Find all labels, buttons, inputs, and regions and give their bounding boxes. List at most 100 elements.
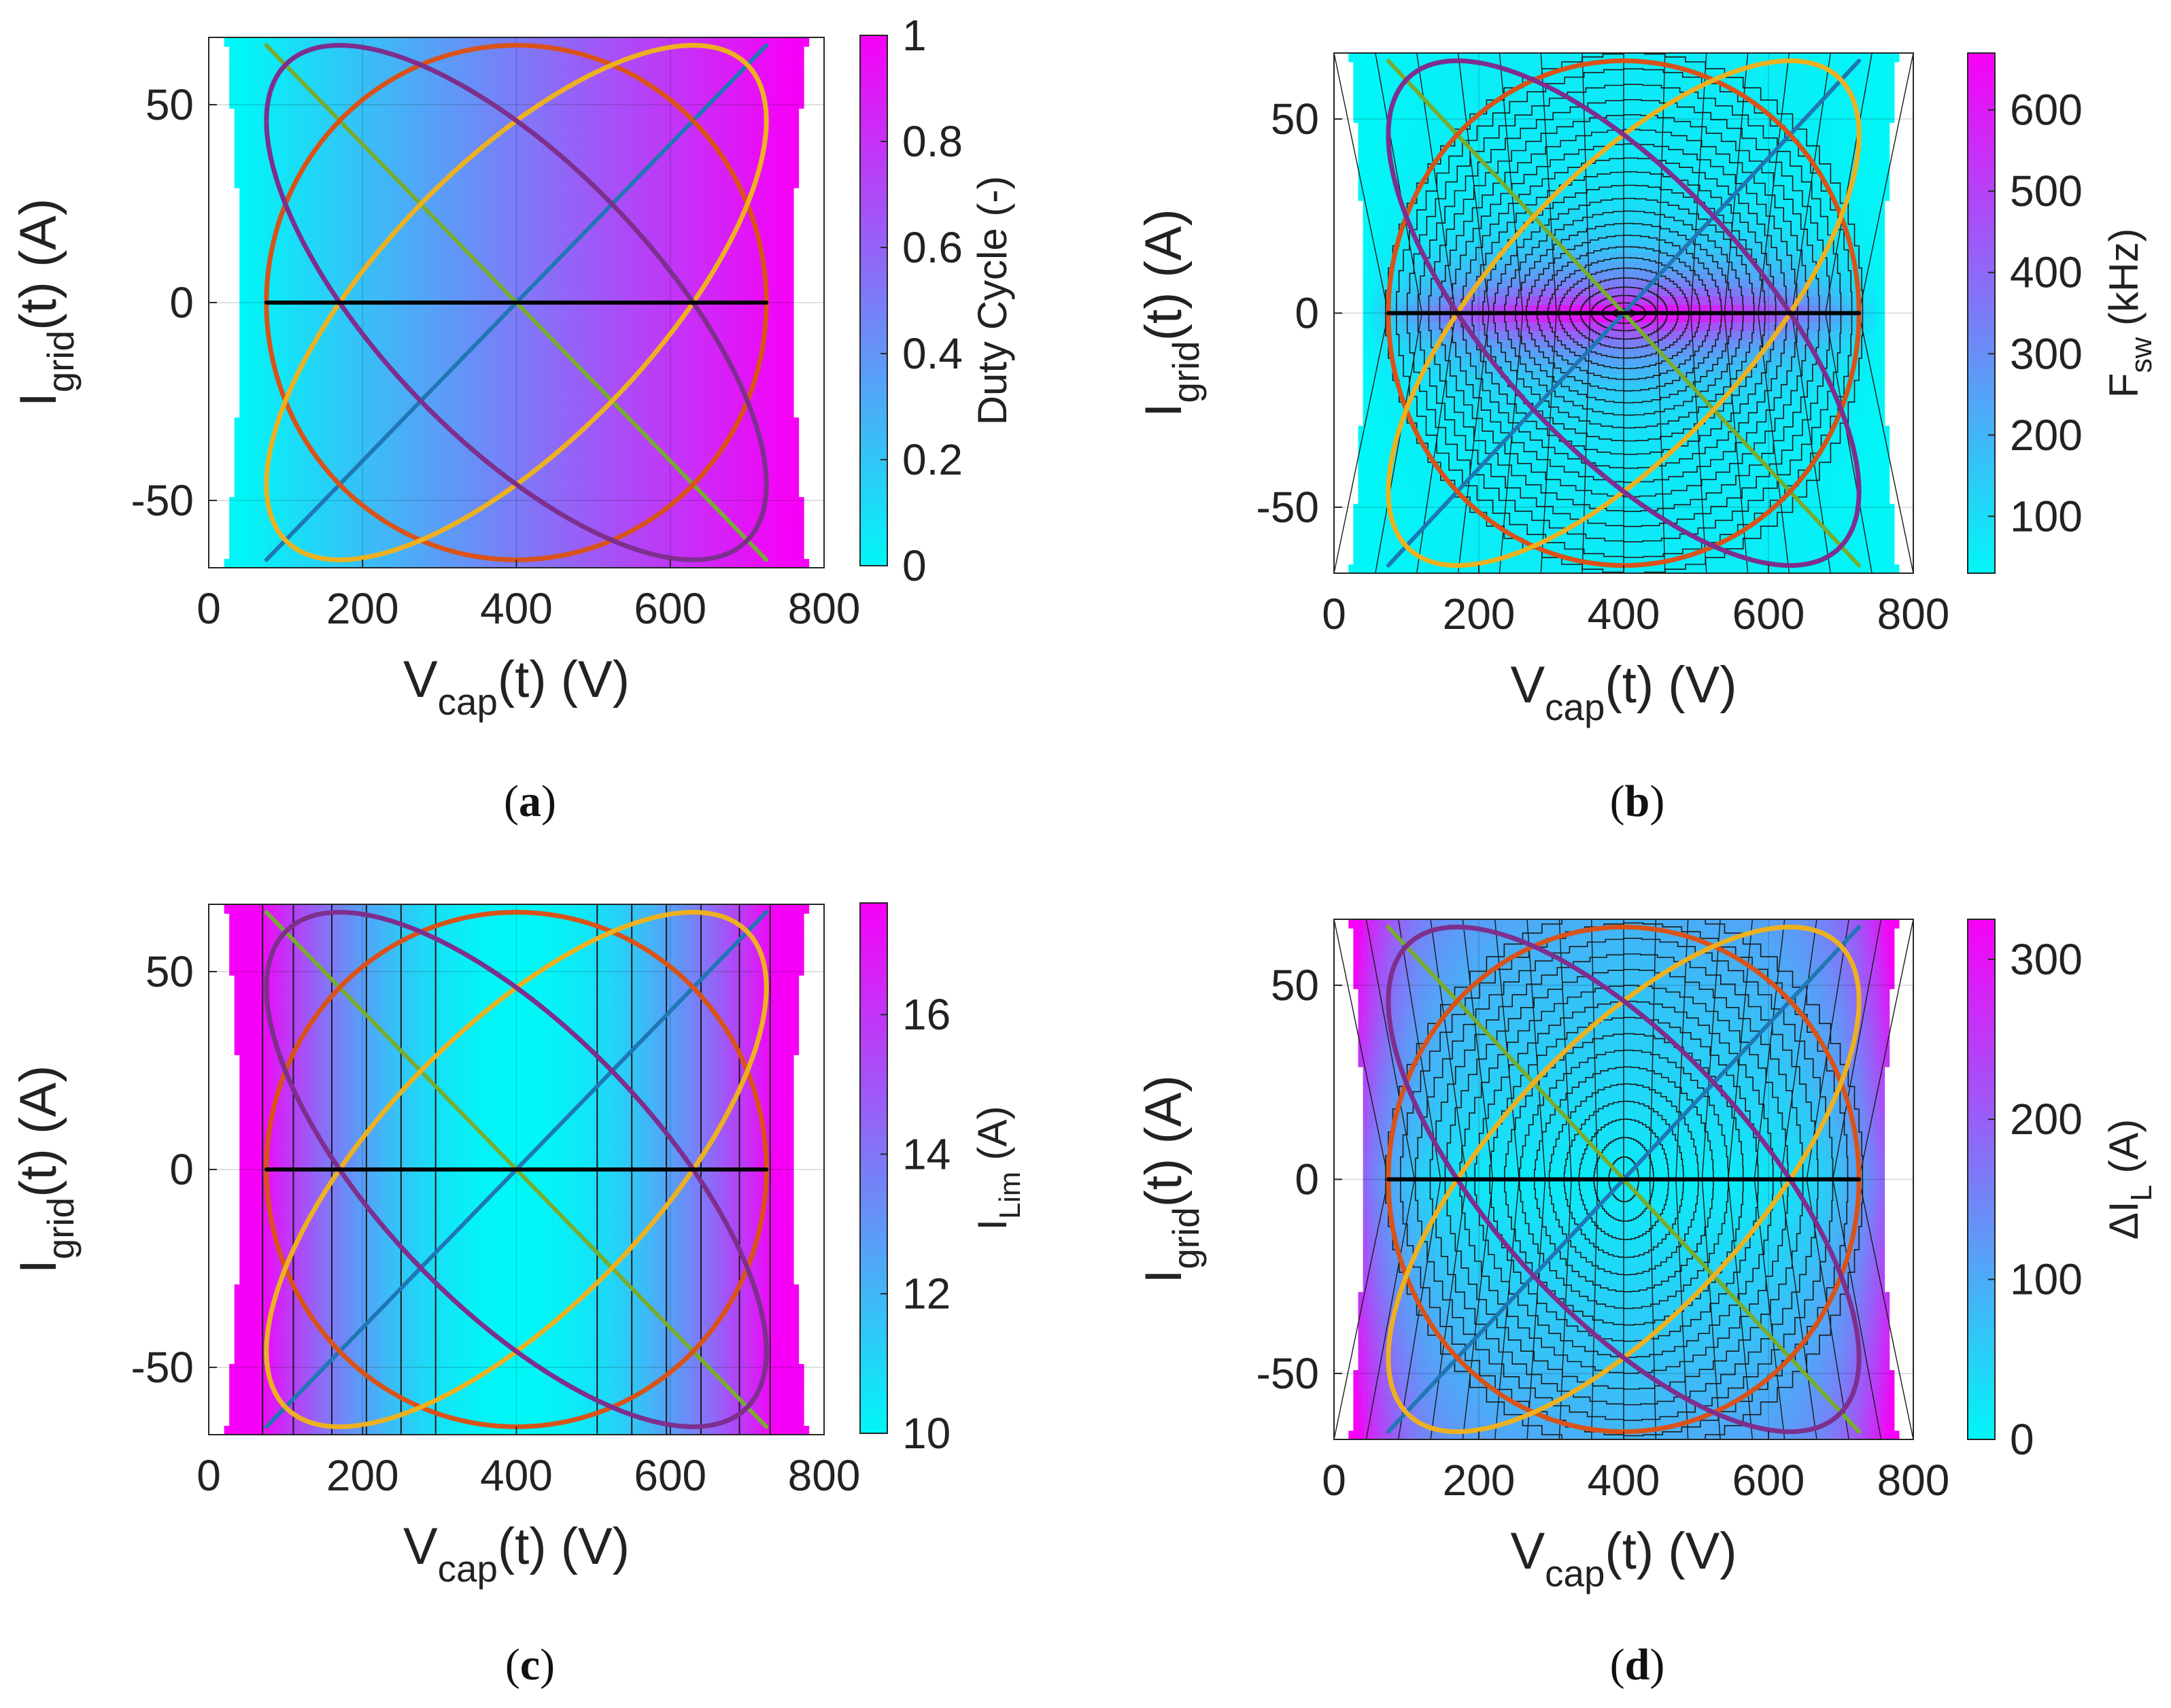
heatmap-cell (778, 550, 784, 560)
heatmap-cell (609, 488, 615, 498)
heatmap-cell (690, 205, 697, 215)
heatmap-cell (332, 479, 338, 489)
heatmap-cell (696, 559, 702, 568)
heatmap-cell (388, 373, 394, 383)
heatmap-cell (301, 471, 307, 480)
heatmap-cell (655, 356, 661, 365)
heatmap-cell (516, 241, 522, 250)
heatmap-cell (619, 179, 625, 188)
heatmap-cell (311, 294, 318, 303)
heatmap-cell (593, 347, 599, 356)
heatmap-cell (675, 205, 681, 215)
heatmap-cell (572, 382, 579, 392)
heatmap-cell (536, 179, 543, 188)
heatmap-cell (783, 329, 789, 339)
heatmap-cell (557, 311, 564, 321)
heatmap-cell (685, 320, 691, 330)
heatmap-cell (280, 170, 286, 180)
heatmap-cell (567, 250, 574, 259)
heatmap-cell (609, 550, 615, 560)
heatmap-cell (593, 170, 599, 180)
heatmap-cell (788, 488, 794, 498)
heatmap-cell (742, 303, 748, 312)
heatmap-cell (490, 214, 497, 224)
heatmap-cell (603, 479, 610, 489)
heatmap-cell (793, 471, 800, 480)
heatmap-cell (429, 276, 435, 286)
heatmap-cell (439, 444, 445, 454)
heatmap-cell (645, 214, 651, 224)
heatmap-cell (321, 471, 328, 480)
heatmap-cell (783, 241, 789, 250)
heatmap-cell (254, 223, 261, 233)
heatmap-cell (788, 515, 794, 524)
heatmap-cell (778, 409, 784, 418)
heatmap-cell (609, 170, 615, 180)
heatmap-cell (613, 524, 620, 533)
heatmap-cell (716, 241, 722, 250)
heatmap-cell (639, 294, 645, 303)
heatmap-cell (301, 285, 307, 294)
heatmap-cell (690, 356, 697, 365)
heatmap-cell (357, 444, 364, 454)
heatmap-cell (362, 382, 369, 392)
heatmap-cell (542, 214, 548, 224)
heatmap-cell (532, 250, 538, 259)
heatmap-cell (583, 444, 589, 454)
heatmap-cell (645, 250, 651, 259)
heatmap-cell (696, 532, 702, 542)
heatmap-cell (522, 258, 528, 268)
heatmap-cell (572, 532, 579, 542)
heatmap-cell (526, 417, 532, 427)
heatmap-cell (675, 479, 681, 489)
heatmap-cell (306, 417, 312, 427)
heatmap-cell (367, 444, 374, 454)
heatmap-cell (716, 435, 722, 445)
heatmap-cell (526, 258, 532, 268)
heatmap-cell (762, 223, 768, 233)
heatmap-cell (321, 338, 328, 347)
heatmap-cell (321, 515, 328, 524)
heatmap-cell (747, 426, 753, 436)
heatmap-cell (290, 479, 297, 489)
heatmap-cell (578, 205, 584, 215)
heatmap-cell (670, 311, 677, 321)
heatmap-cell (742, 223, 748, 233)
heatmap-cell (547, 541, 553, 551)
heatmap-cell (536, 188, 543, 197)
heatmap-cell (578, 223, 584, 233)
heatmap-cell (645, 532, 651, 542)
heatmap-cell (449, 382, 456, 392)
heatmap-cell (609, 444, 615, 454)
heatmap-cell (532, 170, 538, 180)
heatmap-cell (357, 409, 364, 418)
heatmap-cell (711, 541, 717, 551)
heatmap-cell (716, 232, 722, 241)
heatmap-cell (388, 250, 394, 259)
heatmap-cell (721, 435, 728, 445)
heatmap-cell (383, 541, 389, 551)
heatmap-cell (260, 382, 266, 392)
heatmap-cell (690, 444, 697, 454)
heatmap-cell (465, 232, 471, 241)
heatmap-cell (465, 524, 471, 533)
heatmap-cell (429, 205, 435, 215)
heatmap-cell (311, 179, 318, 188)
heatmap-cell (449, 462, 456, 471)
heatmap-cell (634, 329, 640, 339)
heatmap-cell (665, 550, 671, 560)
heatmap-cell (475, 373, 481, 383)
heatmap-cell (634, 258, 640, 268)
heatmap-cell (367, 241, 374, 250)
heatmap-cell (721, 267, 728, 277)
heatmap-cell (444, 329, 451, 339)
heatmap-cell (752, 497, 758, 507)
heatmap-cell (783, 524, 789, 533)
heatmap-cell (311, 532, 318, 542)
heatmap-cell (239, 471, 245, 480)
heatmap-cell (742, 241, 748, 250)
heatmap-cell (455, 232, 461, 241)
heatmap-cell (306, 276, 312, 286)
heatmap-cell (670, 241, 677, 250)
heatmap-cell (567, 506, 574, 515)
